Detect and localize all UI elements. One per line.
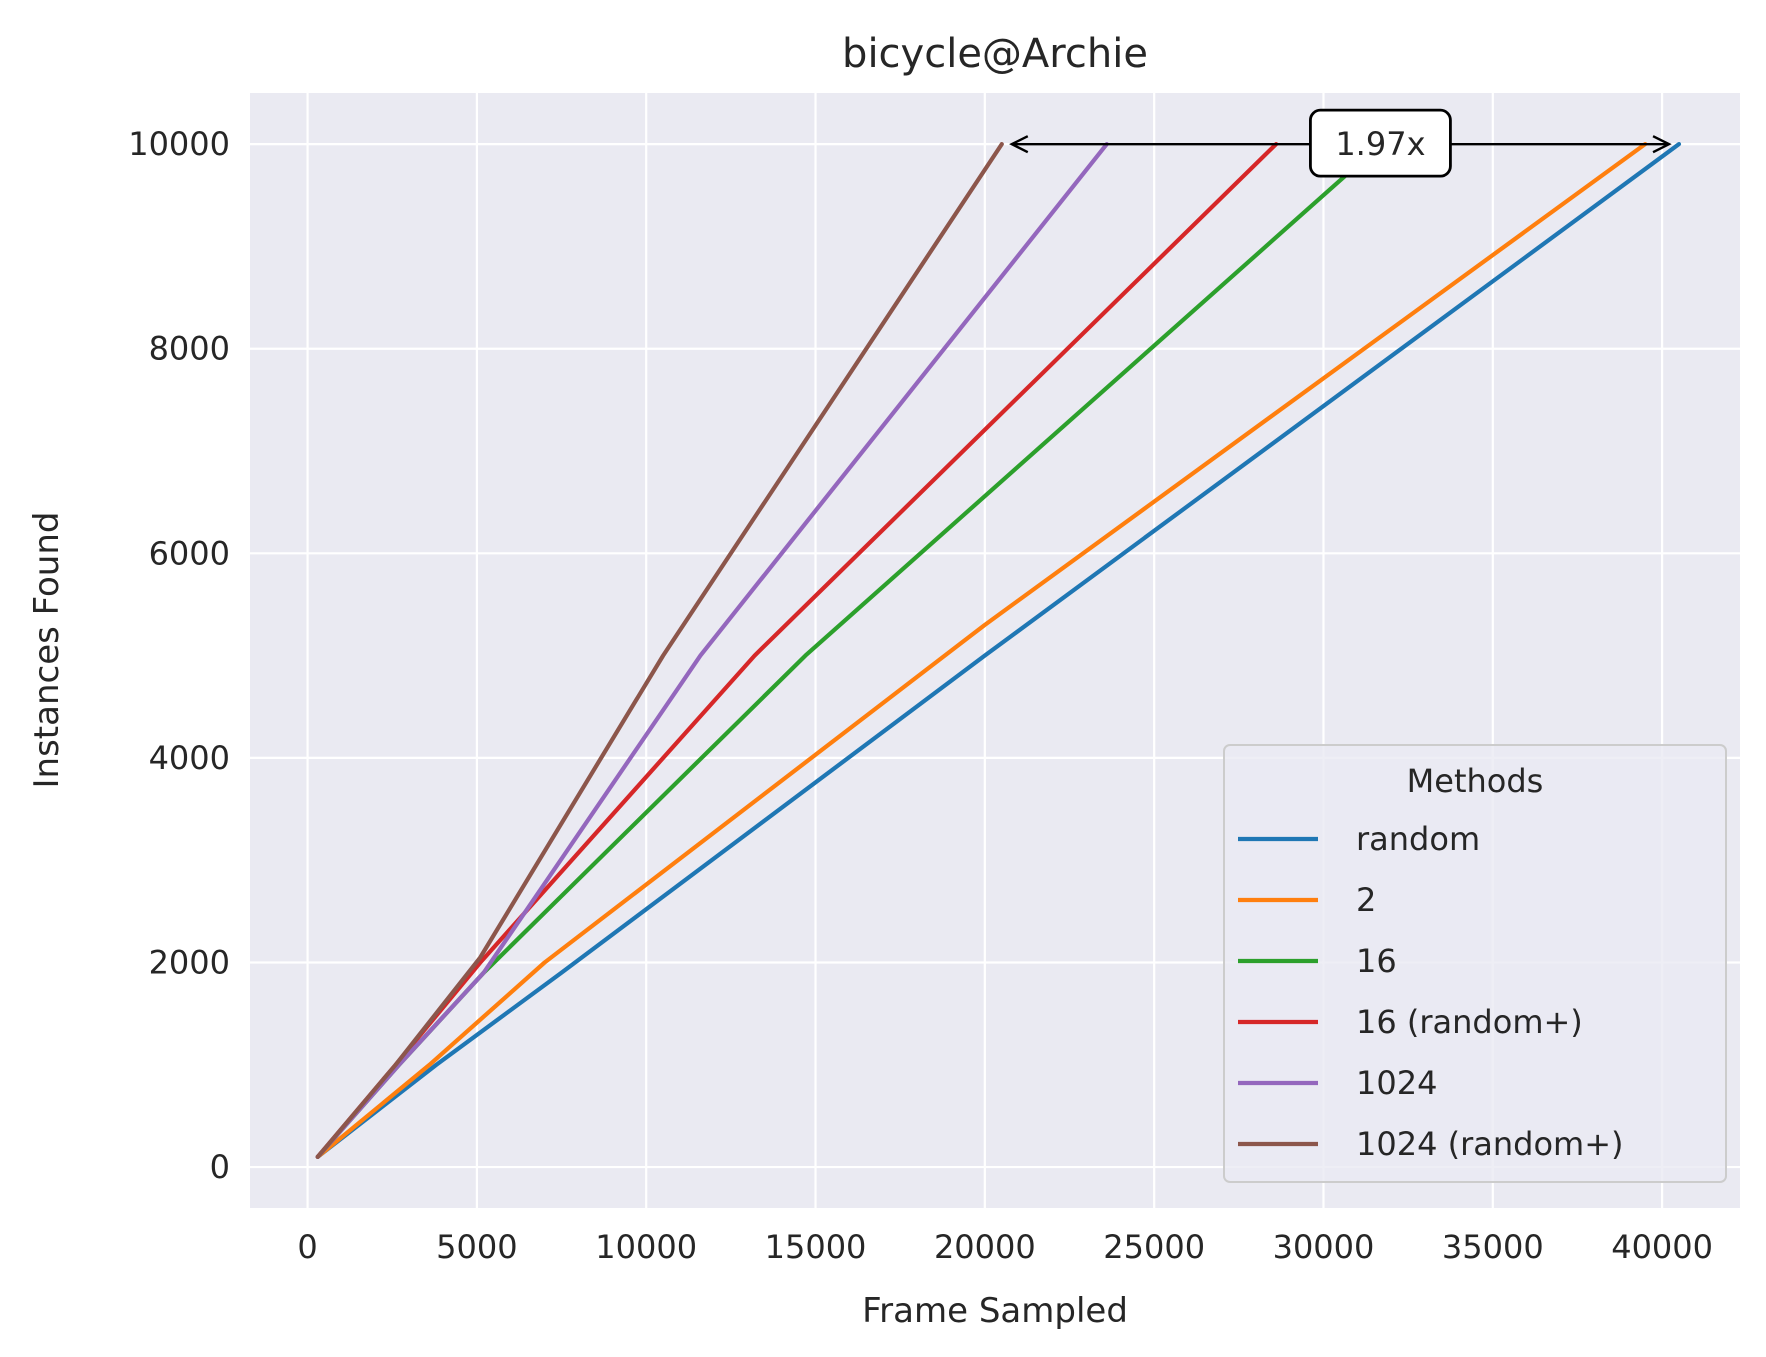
x-tick-label: 5000 [436, 1228, 517, 1266]
speedup-annotation: 1.97x [1009, 108, 1672, 178]
x-tick-label: 30000 [1273, 1228, 1375, 1266]
series-line-5 [315, 142, 1004, 1160]
legend-entry-5: 1024 (random+) [1356, 1125, 1624, 1163]
series-line-1 [315, 142, 1648, 1160]
annotation-arrow-left-head [1009, 135, 1029, 154]
y-tick-label: 6000 [149, 534, 230, 572]
chart-title: bicycle@Archie [842, 31, 1148, 77]
x-axis-label: Frame Sampled [862, 1291, 1128, 1331]
x-tick-labels: 0 5000 10000 15000 20000 25000 30000 35000 40000 [297, 1228, 1713, 1266]
legend-title: Methods [1407, 762, 1544, 800]
x-tick-label: 10000 [595, 1228, 697, 1266]
annotation-box [1309, 108, 1452, 178]
y-tick-label: 4000 [149, 739, 230, 777]
x-tick-label: 20000 [934, 1228, 1036, 1266]
series-lines [315, 142, 1682, 1160]
x-tick-label: 25000 [1103, 1228, 1205, 1266]
x-tick-label: 35000 [1442, 1228, 1544, 1266]
y-tick-label: 0 [210, 1148, 230, 1186]
legend-entry-0: random [1356, 820, 1480, 858]
x-tick-label: 15000 [765, 1228, 867, 1266]
x-tick-label: 0 [297, 1228, 317, 1266]
y-tick-label: 8000 [149, 330, 230, 368]
y-tick-labels: 0 2000 4000 6000 8000 10000 [128, 125, 230, 1186]
legend-entry-2: 16 [1356, 942, 1397, 980]
y-axis-label: Instances Found [27, 512, 67, 789]
legend-entry-1: 2 [1356, 881, 1376, 919]
legend-entry-4: 1024 [1356, 1064, 1437, 1102]
series-line-0 [315, 142, 1682, 1160]
annotation-arrow-right-head [1652, 135, 1672, 154]
y-tick-label: 10000 [128, 125, 230, 163]
legend: Methods random 2 16 16 (random+) 1024 1024 (ra… [1223, 744, 1727, 1183]
annotation-label: 1.97x [1335, 125, 1425, 163]
legend-box [1223, 744, 1727, 1183]
legend-entry-3: 16 (random+) [1356, 1003, 1583, 1041]
x-tick-label: 40000 [1611, 1228, 1713, 1266]
y-tick-label: 2000 [149, 943, 230, 981]
